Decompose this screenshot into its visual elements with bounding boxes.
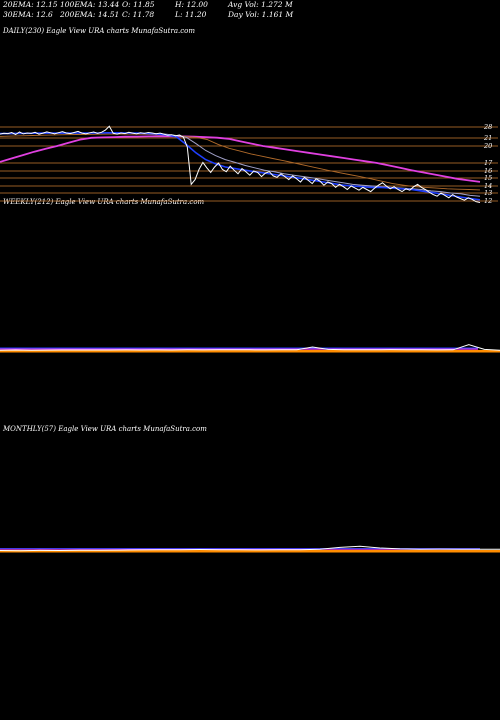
daily-y-tick-21: 21 <box>483 134 492 142</box>
avg-vol-stat: Avg Vol: 1.272 M <box>228 0 293 9</box>
daily-y-tick-14: 14 <box>484 182 492 190</box>
monthly-orange-band <box>0 550 500 553</box>
weekly-orange-band <box>0 350 500 353</box>
daily-y-tick-17: 17 <box>484 159 493 167</box>
open-stat: O: 11.85 <box>122 0 155 9</box>
daily-y-tick-28: 28 <box>483 123 492 131</box>
daily-y-tick-20: 20 <box>483 142 492 150</box>
ema30-stat: 30EMA: 12.6 <box>3 10 53 19</box>
low-stat: L: 11.20 <box>175 10 207 19</box>
daily-y-tick-15: 15 <box>484 174 492 182</box>
weekly-panel-title: WEEKLY(212) Eagle View URA charts Munafa… <box>3 198 205 206</box>
high-stat: H: 12.00 <box>175 0 208 9</box>
ema100-stat: 100EMA: 13.44 <box>60 0 120 9</box>
daily-y-tick-12: 12 <box>484 197 492 205</box>
ema20-stat: 20EMA: 12.15 <box>3 0 58 9</box>
daily-ema200-line <box>0 135 481 183</box>
ema200-stat: 200EMA: 14.51 <box>60 10 120 19</box>
monthly-price-line <box>0 545 500 552</box>
daily-ema100-line <box>0 133 481 191</box>
daily-price-line <box>0 125 481 203</box>
monthly-panel-title: MONTHLY(57) Eagle View URA charts Munafa… <box>3 425 207 433</box>
day-vol-stat: Day Vol: 1.161 M <box>228 10 294 19</box>
daily-y-tick-16: 16 <box>484 167 492 175</box>
weekly-price-line <box>0 344 500 351</box>
daily-y-tick-13: 13 <box>484 189 492 197</box>
daily-ema20-line <box>0 132 481 201</box>
close-stat: C: 11.78 <box>122 10 155 19</box>
daily-panel-title: DAILY(230) Eagle View URA charts MunafaS… <box>3 27 195 35</box>
